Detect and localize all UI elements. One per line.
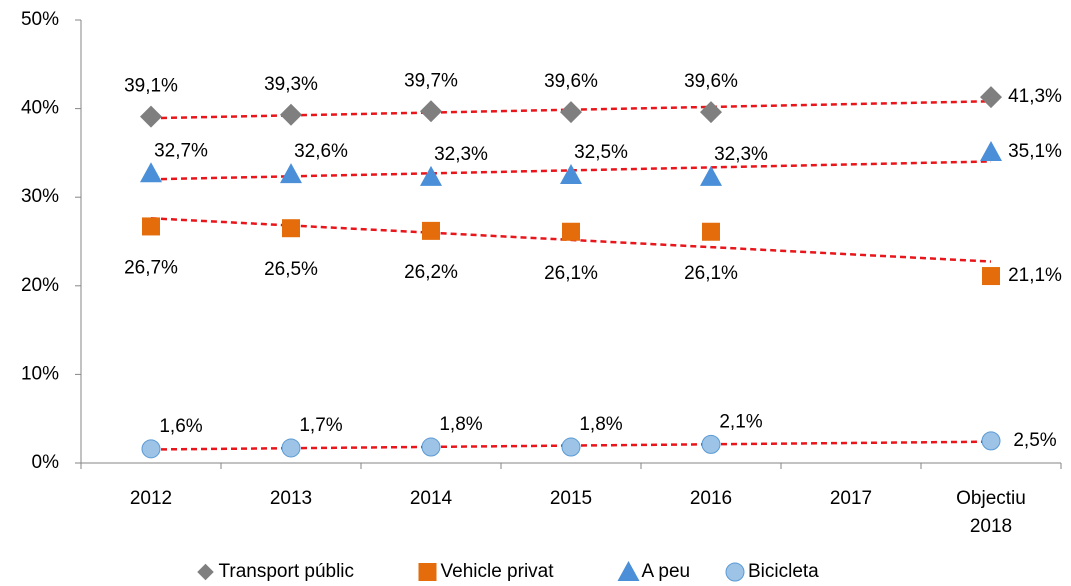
point (140, 105, 162, 128)
data-label: 32,3% (714, 144, 768, 165)
data-label: 26,7% (124, 257, 178, 278)
x-tick-line: 2013 (270, 488, 312, 509)
point (140, 162, 162, 183)
data-label: 2,1% (719, 411, 762, 432)
data-label: 32,7% (154, 140, 208, 161)
y-tick-label: 0% (32, 452, 60, 473)
data-label: 39,1% (124, 76, 178, 97)
data-label: 1,8% (439, 414, 482, 435)
point (700, 165, 722, 186)
x-tick-label: 2017 (830, 488, 872, 509)
y-tick-label: 20% (21, 275, 59, 296)
legend-marker (617, 561, 640, 581)
point (280, 103, 302, 126)
legend-label: Bicicleta (748, 561, 819, 582)
data-label: 32,3% (434, 144, 488, 165)
point (422, 221, 440, 240)
data-label: 39,6% (684, 71, 738, 92)
point (700, 101, 722, 124)
point (421, 437, 441, 457)
x-tick-line: 2017 (830, 488, 872, 509)
point (980, 86, 1002, 109)
legend-label: Transport públic (219, 561, 355, 582)
point (281, 438, 301, 458)
data-label: 26,1% (544, 263, 598, 284)
point (420, 100, 442, 123)
y-tick-label: 50% (21, 9, 59, 30)
data-label: 32,6% (294, 141, 348, 162)
y-tick-label: 40% (21, 98, 59, 119)
legend-label: Vehicle privat (441, 561, 555, 582)
x-tick-line: 2015 (550, 488, 592, 509)
x-tick-line: 2016 (690, 488, 732, 509)
data-label: 39,3% (264, 74, 318, 95)
data-label: 39,7% (404, 70, 458, 91)
data-label: 1,8% (579, 414, 622, 435)
legend-item: Bicicleta (748, 561, 819, 582)
legend-marker (197, 563, 214, 581)
legend-marker (418, 563, 437, 581)
point (702, 222, 720, 241)
point (142, 217, 160, 236)
data-label: 26,2% (404, 262, 458, 283)
x-tick-label: 2014 (410, 488, 453, 509)
x-tick-label: Objectiu 2018 (956, 488, 1026, 537)
legend-item: Transport públic (219, 561, 355, 582)
x-tick-label: 2016 (690, 488, 732, 509)
point (562, 222, 580, 241)
data-label: 1,6% (159, 416, 202, 437)
data-label: 39,6% (544, 71, 598, 92)
data-label: 41,3% (1008, 86, 1062, 107)
legend-marker (725, 562, 745, 582)
point (982, 267, 1000, 286)
x-tick-line: 2012 (130, 488, 172, 509)
y-tick-label: 10% (21, 363, 59, 384)
x-tick-line: 2018 (970, 516, 1012, 537)
point (282, 219, 300, 238)
data-label: 32,5% (574, 142, 628, 163)
data-label: 1,7% (299, 415, 342, 436)
point (141, 439, 161, 459)
point (701, 434, 721, 454)
point (560, 101, 582, 124)
x-tick-line: 2014 (410, 488, 453, 509)
point (980, 141, 1002, 162)
y-tick-label: 30% (21, 186, 59, 207)
point (560, 164, 582, 185)
data-label: 21,1% (1008, 265, 1062, 286)
legend-item: A peu (642, 561, 691, 582)
data-label: 26,1% (684, 263, 738, 284)
x-tick-label: 2012 (130, 488, 172, 509)
x-tick-label: 2013 (270, 488, 312, 509)
data-label: 35,1% (1008, 141, 1062, 162)
x-tick-label: 2015 (550, 488, 592, 509)
point (280, 163, 302, 184)
legend-item: Vehicle privat (441, 561, 555, 582)
point (561, 437, 581, 457)
point (420, 165, 442, 186)
data-label: 26,5% (264, 259, 318, 280)
data-label: 2,5% (1013, 430, 1056, 451)
x-tick-line: Objectiu (956, 488, 1026, 509)
legend-label: A peu (642, 561, 691, 582)
point (981, 431, 1001, 451)
